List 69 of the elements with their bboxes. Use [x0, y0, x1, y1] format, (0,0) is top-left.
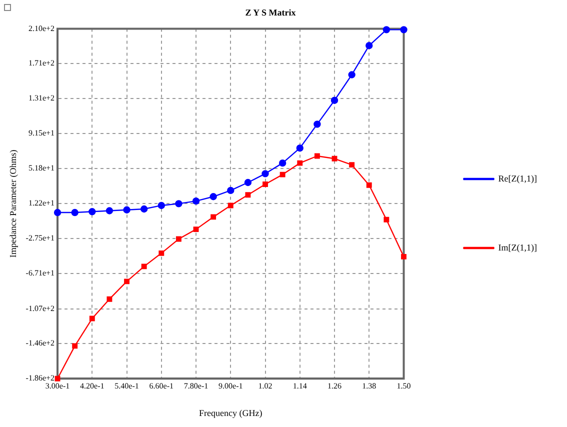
point	[244, 178, 252, 186]
point	[106, 296, 112, 302]
x-tick-label: 1.14	[292, 381, 307, 390]
point	[227, 186, 234, 194]
legend-label: Im[Z(1,1)]	[498, 242, 537, 252]
point	[400, 26, 408, 34]
y-tick-label: 9.15e+1	[28, 128, 55, 138]
point	[278, 159, 286, 167]
point	[158, 202, 165, 210]
y-tick-label: -1.07e+2	[26, 304, 55, 313]
y-tick-label: -1.86e+2	[26, 374, 55, 383]
point	[384, 216, 390, 222]
point	[54, 376, 60, 382]
x-axis-title: Frequency (GHz)	[199, 408, 262, 418]
point	[297, 160, 303, 166]
x-tick-label: 5.40e-1	[114, 381, 139, 390]
point	[262, 182, 268, 187]
point	[141, 264, 147, 270]
x-tick-label: 1.26	[328, 381, 342, 390]
y-tick-label: -2.75e+1	[26, 234, 55, 243]
point	[366, 182, 372, 188]
point	[72, 343, 78, 349]
point	[332, 156, 338, 162]
point	[210, 214, 216, 220]
y-axis-title: Impedance Parameter (Ohms)	[8, 150, 18, 258]
point	[296, 144, 304, 152]
point	[401, 254, 406, 260]
point	[54, 208, 62, 216]
point	[176, 236, 182, 242]
point	[193, 226, 199, 232]
point	[175, 200, 182, 208]
point	[192, 197, 200, 205]
point	[348, 71, 356, 78]
chart-title: Z Y S Matrix	[245, 8, 296, 18]
point	[71, 208, 78, 216]
point	[349, 162, 355, 168]
y-tick-label: -1.46e+2	[26, 338, 55, 348]
point	[158, 250, 164, 256]
point	[123, 206, 130, 214]
y-tick-label: 1.31e+2	[28, 94, 55, 103]
x-tick-label: 7.80e-1	[184, 381, 208, 390]
x-tick-label: 4.20e-1	[80, 381, 104, 390]
point	[330, 96, 338, 104]
point	[124, 278, 130, 284]
point	[262, 170, 269, 178]
x-tick-label: 6.60e-1	[149, 381, 174, 390]
x-tick-label: 1.38	[362, 381, 376, 390]
point	[140, 205, 148, 213]
point	[89, 316, 95, 322]
point	[366, 42, 373, 50]
point	[280, 172, 286, 178]
y-tick-label: 2.10e+2	[28, 24, 55, 33]
y-tick-label: 1.71e+2	[28, 58, 55, 68]
point	[382, 26, 390, 34]
y-tick-label: 1.22e+1	[28, 198, 55, 208]
y-tick-label: -6.71e+1	[26, 268, 55, 278]
point	[210, 193, 217, 200]
point	[314, 120, 321, 128]
x-tick-label: 1.50	[396, 381, 411, 390]
legend-label: Re[Z(1,1)]	[498, 173, 537, 184]
point	[314, 153, 320, 159]
x-tick-label: 3.00e-1	[45, 381, 70, 390]
point	[228, 202, 234, 208]
point	[88, 208, 96, 216]
point	[106, 207, 114, 214]
point	[245, 192, 251, 198]
x-tick-label: 1.02	[258, 381, 272, 390]
y-tick-label: 5.18e+1	[28, 164, 55, 173]
x-tick-label: 9.00e-1	[218, 381, 243, 390]
